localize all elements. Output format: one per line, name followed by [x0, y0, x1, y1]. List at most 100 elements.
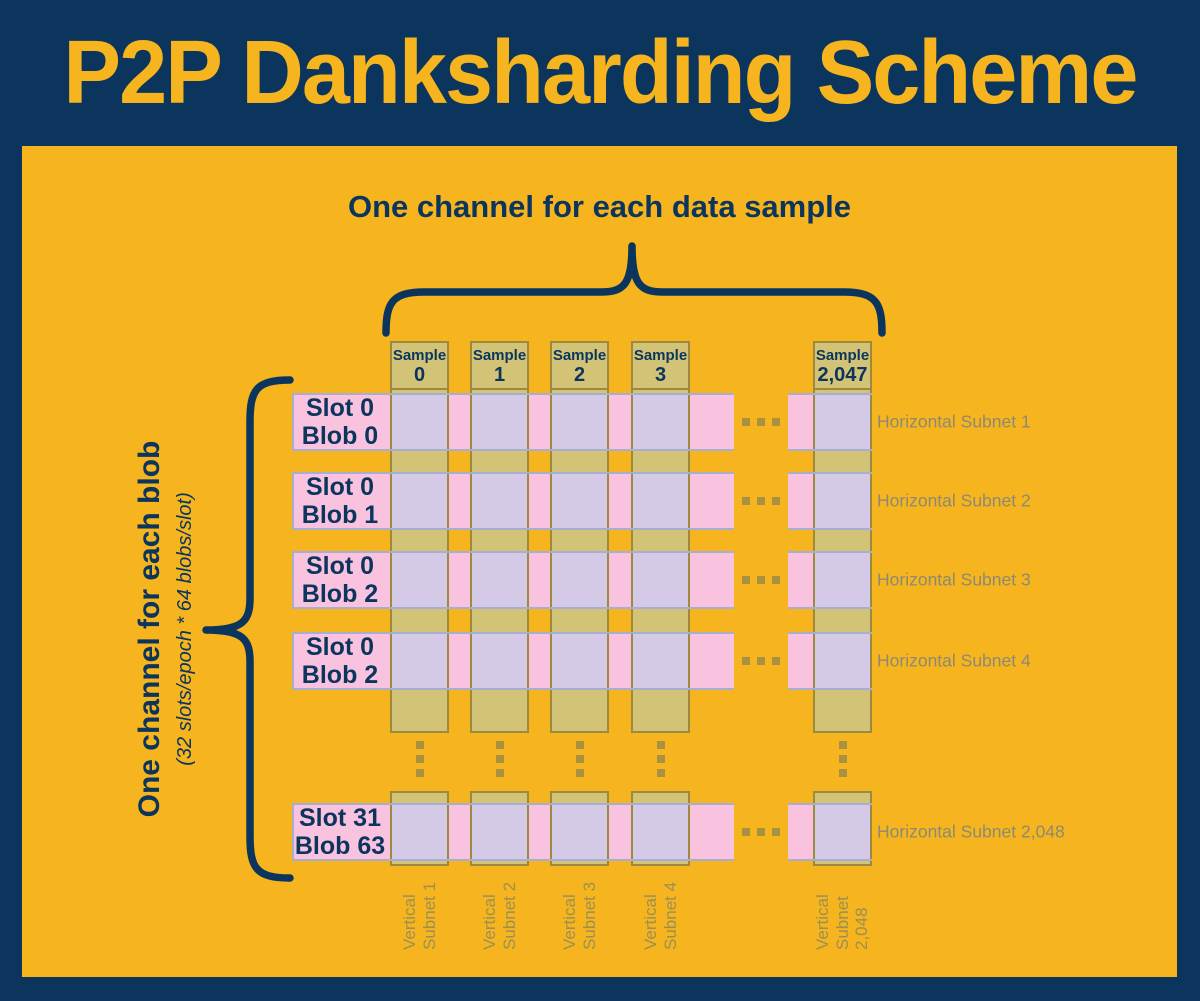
column-border [470, 864, 529, 866]
row-border [788, 551, 872, 553]
vertical-ellipsis-dot [416, 755, 424, 763]
row-border [292, 449, 734, 451]
slot-blob-label: Slot 0 Blob 2 [292, 632, 388, 690]
column-border [550, 731, 609, 733]
column-border [550, 791, 552, 866]
column-border [390, 791, 392, 866]
vertical-ellipsis-dot [496, 755, 504, 763]
slot-blob-label-line: Blob 2 [301, 580, 379, 608]
vertical-subnet-label-line: Vertical [641, 894, 660, 950]
grid-cell [550, 632, 609, 690]
horizontal-ellipsis-dot [757, 576, 765, 584]
column-border [870, 342, 872, 733]
horizontal-ellipsis-dot [772, 828, 780, 836]
vertical-ellipsis-dot [657, 755, 665, 763]
row-border [292, 551, 734, 553]
row-border [788, 528, 872, 530]
slot-blob-label-line: Slot 31 [299, 804, 381, 832]
vertical-subnet-label-line: Vertical [813, 894, 833, 950]
row-border [788, 688, 872, 690]
slot-blob-label-line: Blob 0 [301, 422, 379, 450]
column-border [688, 342, 690, 733]
slot-blob-label: Slot 0 Blob 0 [292, 393, 388, 451]
vertical-subnet-label-line: 2,048 [852, 907, 872, 950]
vertical-ellipsis-dot [839, 769, 847, 777]
column-border [813, 791, 872, 793]
column-border [813, 731, 872, 733]
vertical-subnet-label: Vertical Subnet 1 [400, 882, 439, 950]
grid-cell [631, 803, 690, 861]
column-border [870, 791, 872, 866]
column-border [631, 791, 690, 793]
row-border [292, 472, 734, 474]
slot-blob-label-line: Blob 63 [294, 832, 386, 860]
grid-cell [390, 803, 449, 861]
grid-cell [631, 551, 690, 609]
sample-header: Sample 0 [390, 341, 449, 390]
row-border [292, 803, 734, 805]
grid-cell [390, 632, 449, 690]
vertical-subnet-label: Vertical Subnet 4 [641, 882, 680, 950]
sample-header-word: Sample [815, 347, 870, 364]
grid-cell [550, 551, 609, 609]
horizontal-ellipsis-dot [742, 828, 750, 836]
slot-blob-label: Slot 0 Blob 1 [292, 472, 388, 530]
grid-cell [470, 803, 529, 861]
slot-blob-label: Slot 31 Blob 63 [292, 803, 388, 861]
column-border [390, 342, 392, 733]
column-border [447, 791, 449, 866]
row-border [292, 528, 734, 530]
horizontal-ellipsis-dot [772, 576, 780, 584]
grid-cell [470, 632, 529, 690]
column-border [607, 342, 609, 733]
sample-header-word: Sample [552, 347, 607, 364]
horizontal-subnet-label: Horizontal Subnet 1 [877, 411, 1031, 432]
column-border [550, 864, 609, 866]
column-border [390, 731, 449, 733]
grid-cell [813, 632, 872, 690]
grid-cell [390, 551, 449, 609]
horizontal-ellipsis-dot [757, 828, 765, 836]
slot-blob-label-line: Slot 0 [305, 633, 375, 661]
slot-blob-label-line: Blob 1 [301, 501, 379, 529]
vertical-ellipsis-dot [576, 769, 584, 777]
vertical-ellipsis-dot [657, 741, 665, 749]
left-brace-label-group: One channel for each blob (32 slots/epoc… [130, 441, 200, 818]
grid-cell [470, 472, 529, 530]
column-border [813, 342, 815, 733]
column-border [470, 791, 529, 793]
sample-header: Sample 1 [470, 341, 529, 390]
column-border [631, 342, 633, 733]
column-border [470, 731, 529, 733]
vertical-subnet-label-line: Vertical [400, 894, 419, 950]
column-border [390, 864, 449, 866]
left-brace-label: One channel for each blob [133, 440, 166, 818]
sample-header: Sample 3 [631, 341, 690, 390]
sample-header-word: Sample [633, 347, 688, 364]
horizontal-ellipsis-dot [772, 497, 780, 505]
row-border [292, 859, 734, 861]
row-border [292, 607, 734, 609]
horizontal-ellipsis-dot [742, 497, 750, 505]
horizontal-ellipsis-dot [742, 418, 750, 426]
vertical-subnet-label: Vertical Subnet 2,048 [813, 894, 872, 950]
vertical-ellipsis-dot [839, 741, 847, 749]
column-border [447, 342, 449, 733]
grid-cell [631, 472, 690, 530]
grid-cell [390, 393, 449, 451]
column-border [470, 342, 472, 733]
column-border [527, 342, 529, 733]
slot-blob-label-line: Slot 0 [305, 473, 375, 501]
grid-cell [813, 551, 872, 609]
column-border [470, 791, 472, 866]
grid-cell [550, 472, 609, 530]
sample-header: Sample 2 [550, 341, 609, 390]
horizontal-ellipsis-dot [772, 418, 780, 426]
row-border [788, 607, 872, 609]
grid-cell [813, 472, 872, 530]
column-border [631, 731, 690, 733]
column-border [550, 791, 609, 793]
column-border [813, 791, 815, 866]
column-border [631, 864, 690, 866]
row-border [788, 393, 872, 395]
